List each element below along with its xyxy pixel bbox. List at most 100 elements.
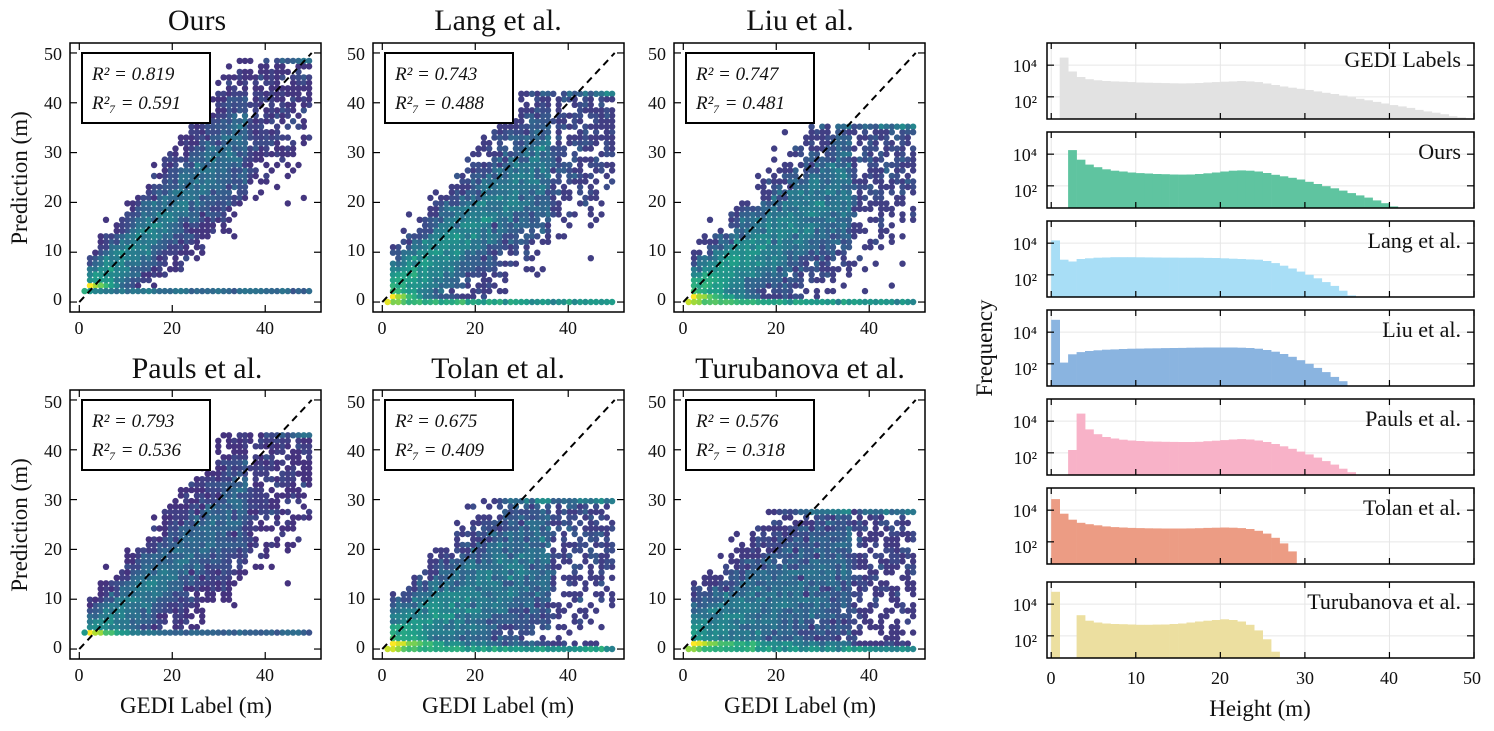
hexbin-cell [215,107,222,114]
hexbin-cell [108,282,115,289]
hexbin-cell [225,205,233,213]
hexbin-cell [167,266,174,273]
hexbin-cell [124,211,131,218]
hexbin-cell [496,260,504,267]
hexbin-cell [448,585,455,592]
hexbin-cell [534,101,541,109]
hexbin-cell [215,552,222,560]
hexbin-cell [528,503,536,510]
hexbin-cell [145,244,152,251]
hexbin-cell [776,255,783,262]
hexbin-cell [448,255,455,262]
hexbin-cell [150,244,158,251]
hexbin-cell [496,497,504,505]
hexbin-cell [803,563,810,570]
hexbin-cell [598,112,605,119]
hexbin-cell [576,118,584,125]
hexbin-cell [448,249,455,256]
hexbin-cell [781,547,789,554]
hexbin-cell [829,244,837,251]
hexbin-cell [899,178,906,185]
hexbin-cell [427,260,434,267]
hexbin-cell [443,547,450,554]
hexbin-cell [188,623,195,631]
hexbin-cell [787,194,794,202]
hexbin-cell [829,547,837,554]
hexbin-cell [539,497,546,505]
hexbin-cell [861,525,869,532]
hexbin-cell [252,79,259,87]
hexbin-cell [81,287,88,295]
hexbin-cell [867,200,874,207]
hexbin-cell [172,178,179,185]
hexbin-cell [145,260,152,267]
hexbin-cell [193,547,201,554]
hexbin-cell [150,271,158,278]
hexbin-cell [835,167,842,174]
hexbin-cell [400,293,407,300]
hexbin-cell [690,640,698,647]
y-tick-label: 40 [44,441,62,461]
hexbin-cell [555,508,562,516]
hexbin-cell [845,183,853,191]
hexbin-cell [544,591,552,598]
hexbin-cell [845,596,853,603]
hexbin-cell [728,233,735,240]
hexbin-cell [405,298,413,306]
hexbin-cell [819,607,826,614]
hexbin-cell [771,244,778,251]
hexbin-cell [560,541,568,549]
hexbin-cell [534,525,541,532]
hexbin-cell [867,514,874,521]
hexbin-cell [760,585,767,592]
hexbin-cell [797,227,805,234]
hexbin-cell [706,293,714,300]
hexbin-cell [851,156,858,163]
hexbin-cell [279,101,286,109]
hexbin-cell [523,580,530,587]
hexbin-cell [437,293,445,300]
hexbin-cell [177,178,185,185]
hexbin-cell [829,233,837,240]
hexbin-cell [744,271,751,278]
hexbin-cell [555,96,562,103]
hexbin-cell [717,238,724,245]
hexbin-cell [459,602,466,609]
hexbin-cell [102,563,110,570]
hexbin-cell [502,244,509,251]
hexbin-cell [156,569,163,576]
hexbin-cell [706,238,714,245]
hexbin-cell [603,183,610,191]
hexbin-cell [215,541,222,549]
hexbin-cell [566,161,573,169]
hexbin-cell [712,282,719,289]
panel-title-4: Tolan et al. [431,352,565,385]
hexbin-cell [199,519,206,527]
hexbin-cell [797,211,805,218]
hexbin-cell [696,613,703,620]
hexbin-cell [539,101,546,109]
hexbin-cell [824,227,831,234]
hexbin-cell [464,623,471,631]
hexbin-cell [486,233,493,240]
hexbin-cell [824,602,831,609]
hexbin-cell [273,629,281,636]
hexbin-cell [108,276,115,284]
hexbin-cell [193,205,201,213]
hexbin-cell [560,530,568,538]
hexbin-cell [776,596,783,603]
hexbin-cell [177,183,185,191]
hexbin-cell [824,298,831,306]
hexbin-cell [475,189,482,196]
hexbin-cell [765,525,772,532]
hexbin-cell [749,211,756,218]
hexbin-cell [544,194,552,202]
hexbin-cell [241,287,249,295]
hexbin-cell [738,266,746,273]
hexbin-cell [427,211,434,218]
hexbin-cell [405,645,413,653]
hexbin-cell [518,96,525,103]
hexbin-cell [118,580,126,587]
hexbin-cell [829,150,837,158]
hexbin-cell [813,244,821,251]
